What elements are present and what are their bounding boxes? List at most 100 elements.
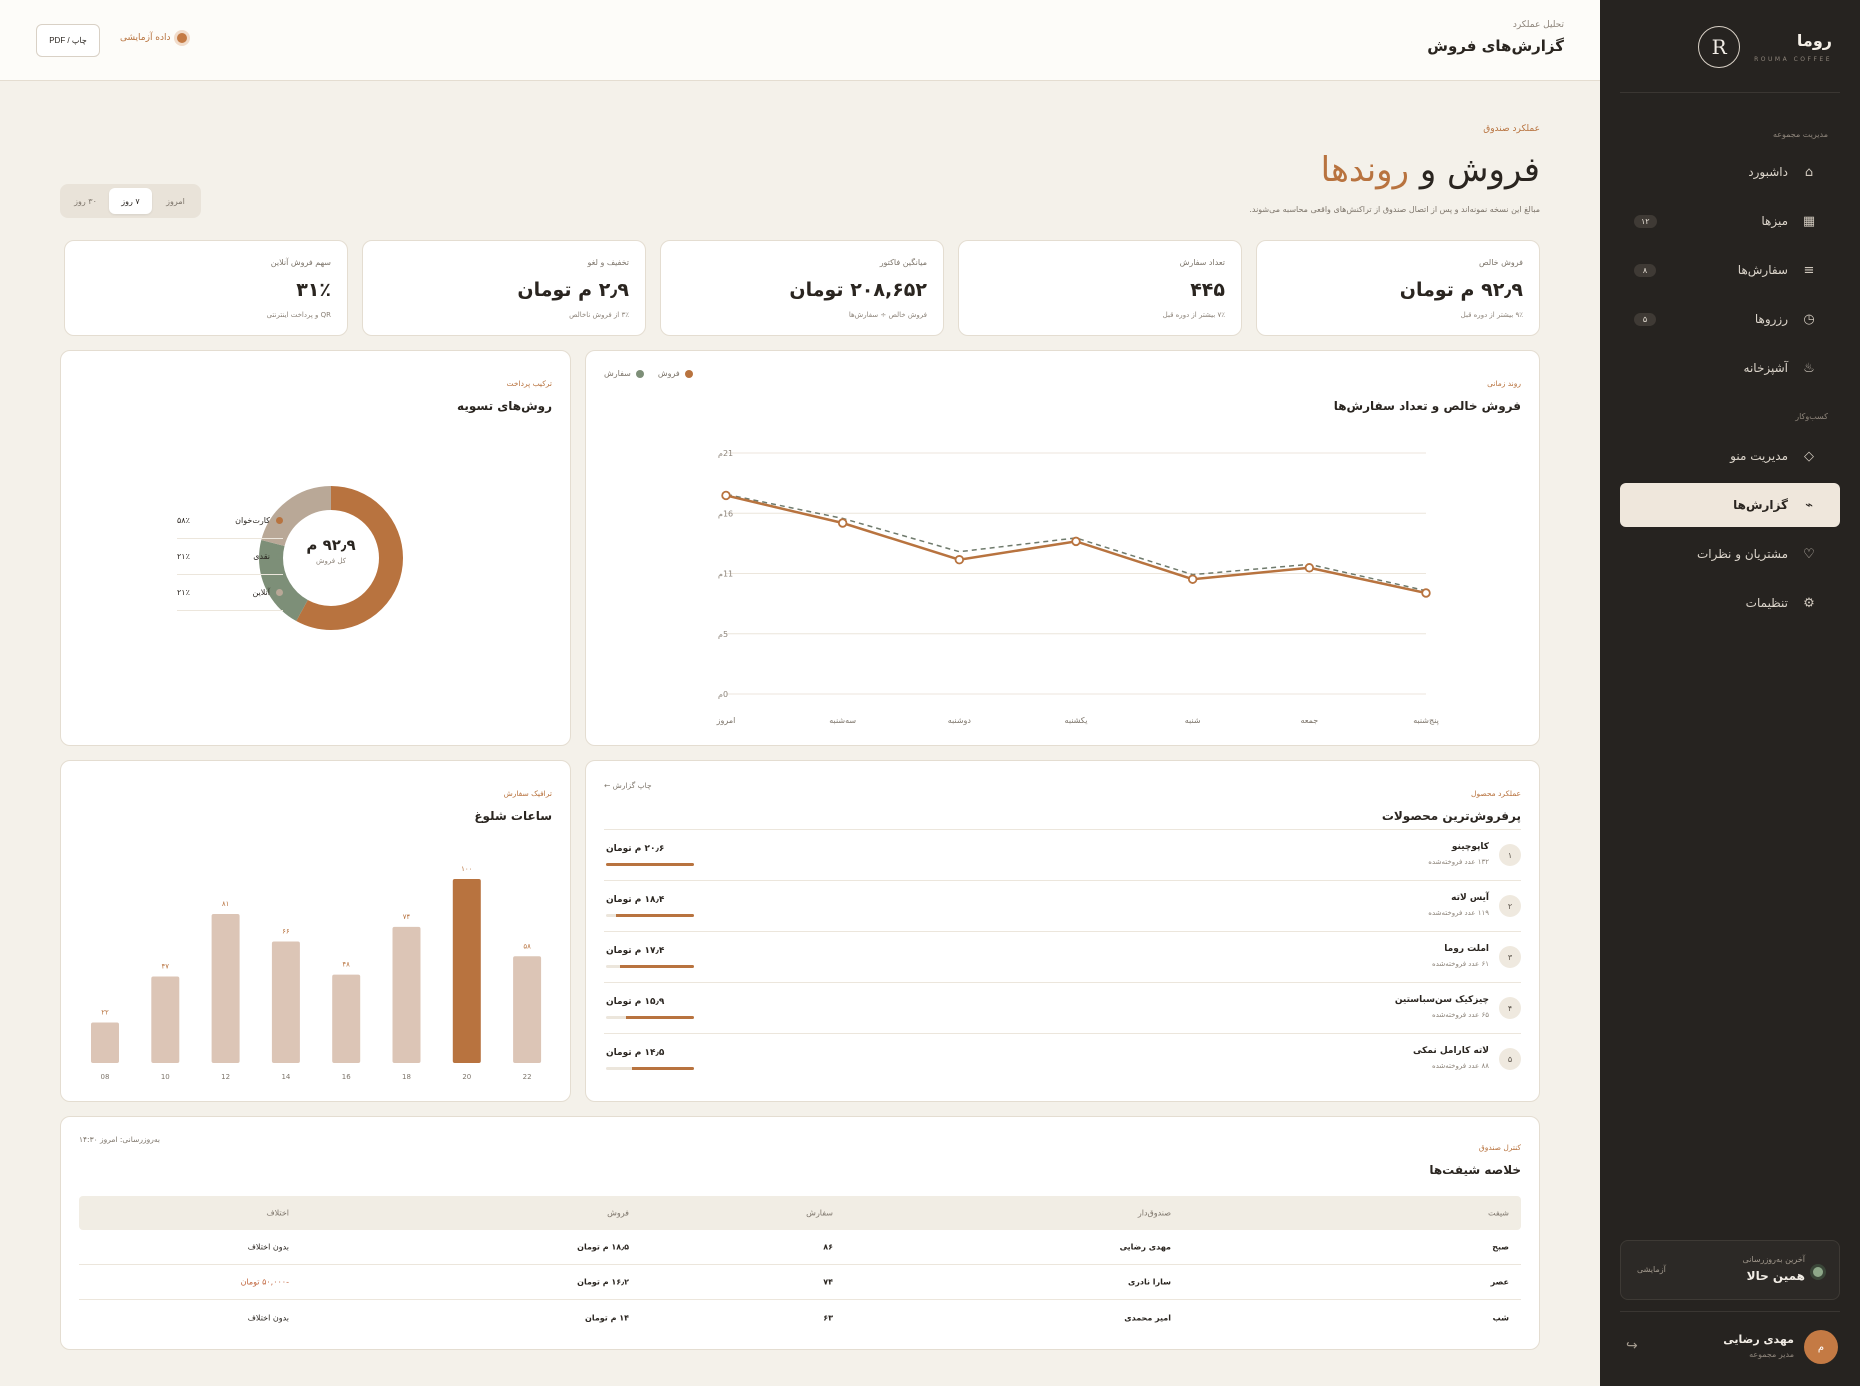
- sidebar-item-orders[interactable]: ≡ سفارش‌ها ۸: [1620, 248, 1840, 292]
- busy-hours-card: ترافیک سفارش ساعات شلوغ ۲۲ 08 ۴۷ 10 ۸۱ 12 ۶۶ 14…: [60, 760, 571, 1102]
- range-option-2[interactable]: ۳۰ روز: [74, 196, 97, 206]
- product-share-bar: [606, 1067, 694, 1070]
- table-row: صبح مهدی رضایی ۸۶ ۱۸٫۵ م تومان بدون اختلاف: [79, 1230, 1521, 1265]
- user-profile[interactable]: م مهدی رضایی مدیر مجموعه ↪: [1622, 1324, 1838, 1370]
- sidebar-item-label: مدیریت منو: [1730, 449, 1788, 463]
- kpi-value: ۳۱٪: [296, 279, 331, 301]
- table-cell-diff: -۵۰,۰۰۰ تومان: [240, 1277, 289, 1287]
- busy-hours-chart: ۲۲ 08 ۴۷ 10 ۸۱ 12 ۶۶ 14 ۴۸ 16 ۷۴ 18 ۱۰۰ 20 ۵۸ 22: [91, 865, 542, 1081]
- trend-title: فروش خالص و تعداد سفارش‌ها: [1333, 399, 1521, 413]
- sales-point: [1421, 588, 1431, 598]
- range-option-0[interactable]: امروز: [166, 196, 185, 206]
- table-cell-cashier: سارا نادری: [1127, 1277, 1171, 1287]
- donut-slice: [259, 486, 403, 630]
- sidebar-item-settings[interactable]: ⚙ تنظیمات: [1620, 581, 1840, 625]
- shifts-title: خلاصه شیفت‌ها: [1429, 1163, 1521, 1177]
- top-products-card: عملکرد محصول پرفروش‌ترین محصولات چاپ گزا…: [585, 760, 1540, 1102]
- bar-value-label: ۵۸: [523, 942, 531, 950]
- topbar: تحلیل عملکرد گزارش‌های فروش داده آزمایشی…: [0, 0, 1600, 81]
- kpi-card: سهم فروش آنلاین ۳۱٪ QR و پرداخت اینترنتی: [64, 240, 348, 336]
- hour-bar: [151, 976, 180, 1063]
- sidebar-item-reservations[interactable]: ◷ رزروها ۵: [1620, 297, 1840, 341]
- clock-icon: ◷: [1803, 311, 1815, 327]
- payment-value: ۲۱٪: [177, 552, 190, 561]
- payment-dot: [276, 553, 283, 560]
- sales-point: [1071, 536, 1081, 547]
- product-rank: ۴: [1499, 997, 1521, 1019]
- kpi-label: تعداد سفارش: [1179, 258, 1225, 267]
- table-cell-sales: ۱۸٫۵ م تومان: [577, 1242, 629, 1252]
- donut-center-label: کل فروش: [316, 557, 346, 565]
- product-rank: ۳: [1499, 946, 1521, 968]
- print-report-link[interactable]: چاپ گزارش ←: [604, 781, 652, 790]
- last-update-value: همین حالا: [1746, 1269, 1805, 1283]
- payment-title: روش‌های تسویه: [457, 399, 552, 413]
- payment-donut: [259, 486, 403, 630]
- product-share-bar: [606, 965, 694, 968]
- y-tick-label: 0م: [718, 690, 728, 699]
- donut-center: ۹۲٫۹ م کل فروش: [287, 536, 375, 565]
- hour-bar: [392, 926, 421, 1063]
- brand-subtitle: ROUMA COFFEE: [1754, 56, 1832, 63]
- topbar-eyebrow: تحلیل عملکرد: [1512, 20, 1564, 30]
- hour-bar: [513, 956, 542, 1063]
- product-share-fill: [620, 965, 694, 968]
- hour-bar: [452, 879, 481, 1063]
- print-pdf-button[interactable]: چاپ / PDF: [36, 24, 100, 57]
- product-row: ۳ املت روما ۶۱ عدد فروخته‌شده ۱۷٫۴ م تومان: [604, 931, 1521, 982]
- product-share-fill: [632, 1067, 694, 1070]
- sidebar-section-business: کسب‌وکار: [1795, 412, 1828, 421]
- bar-value-label: ۴۷: [162, 963, 170, 971]
- bar-value-label: ۶۶: [282, 928, 290, 936]
- payment-card: ترکیب پرداخت روش‌های تسویه ۹۲٫۹ م کل فرو…: [60, 350, 571, 746]
- section-subtitle: مبالغ این نسخه نمونه‌اند و پس از اتصال ص…: [1249, 205, 1540, 214]
- kpi-label: تخفیف و لغو: [587, 258, 629, 267]
- kpi-card: فروش خالص ۹۲٫۹ م تومان ۹٪ بیشتر از دوره قب…: [1256, 240, 1540, 336]
- sidebar-item-reports[interactable]: ⌁ گزارش‌ها: [1620, 483, 1840, 527]
- diamond-icon: ◇: [1804, 448, 1814, 464]
- legend-sales-dot: [684, 369, 693, 378]
- sales-point: [954, 555, 965, 565]
- hour-bar: [332, 974, 361, 1063]
- column-header: سفارش: [806, 1208, 833, 1218]
- product-share-bar: [606, 1016, 694, 1019]
- kpi-card: میانگین فاکتور ۲۰۸,۶۵۲ تومان فروش خالص ÷ س…: [660, 240, 944, 336]
- table-row: عصر سارا نادری ۷۴ ۱۶٫۲ م تومان -۵۰,۰۰۰ تومان: [79, 1265, 1521, 1300]
- product-name: چیزکیک سن‌سباستین: [1394, 995, 1489, 1005]
- shifts-card: کنترل صندوق خلاصه شیفت‌ها به‌روزرسانی: ا…: [60, 1116, 1540, 1350]
- product-name: لاته کارامل نمکی: [1412, 1046, 1489, 1056]
- count-badge: ۵: [1634, 312, 1656, 326]
- product-revenue: ۲۰٫۶ م تومان: [606, 844, 665, 854]
- product-share-fill: [606, 863, 694, 866]
- product-share-bar: [606, 863, 694, 866]
- section-title: فروش و روندها: [1321, 150, 1540, 190]
- kpi-card: تعداد سفارش ۴۴۵ ۷٪ بیشتر از دوره قبل: [958, 240, 1242, 336]
- sidebar-item-tables[interactable]: ▦ میزها ۱۲: [1620, 199, 1840, 243]
- product-sold-count: ۶۵ عدد فروخته‌شده: [1432, 1011, 1489, 1019]
- sidebar-item-customers[interactable]: ♡ مشتریان و نظرات: [1620, 532, 1840, 576]
- donut-center-value: ۹۲٫۹ م: [306, 536, 356, 554]
- shifts-updated: به‌روزرسانی: امروز ۱۴:۳۰: [79, 1135, 160, 1144]
- last-update-label: آخرین به‌روزرسانی: [1742, 1255, 1805, 1264]
- x-tick-label: یکشنبه: [1065, 716, 1088, 725]
- sidebar-item-dashboard[interactable]: ⌂ داشبورد: [1620, 150, 1840, 194]
- trend-eyebrow: روند زمانی: [1487, 379, 1521, 388]
- product-rank: ۵: [1499, 1048, 1521, 1070]
- sales-point: [837, 518, 848, 528]
- payment-row: کارت‌خوان ۵۸٪: [177, 503, 283, 539]
- product-share-bar: [606, 914, 694, 917]
- product-sold-count: ۶۱ عدد فروخته‌شده: [1432, 960, 1489, 968]
- payment-dot: [276, 517, 283, 524]
- range-option-1[interactable]: ۷ روز: [109, 188, 152, 214]
- bar-value-label: ۱۰۰: [461, 865, 472, 873]
- product-rank: ۲: [1499, 895, 1521, 917]
- kpi-note: فروش خالص ÷ سفارش‌ها: [848, 311, 927, 319]
- sidebar-item-kitchen[interactable]: ♨ آشپزخانه: [1620, 346, 1840, 390]
- product-row: ۲ آیس لاته ۱۱۹ عدد فروخته‌شده ۱۸٫۴ م تومان: [604, 880, 1521, 931]
- heart-icon: ♡: [1803, 546, 1815, 562]
- logout-icon[interactable]: ↪: [1626, 1338, 1638, 1354]
- demo-tag: آزمایشی: [1637, 1265, 1666, 1274]
- products-eyebrow: عملکرد محصول: [1471, 789, 1521, 798]
- status-dot: [1813, 1267, 1823, 1277]
- sidebar-item-menu[interactable]: ◇ مدیریت منو: [1620, 434, 1840, 478]
